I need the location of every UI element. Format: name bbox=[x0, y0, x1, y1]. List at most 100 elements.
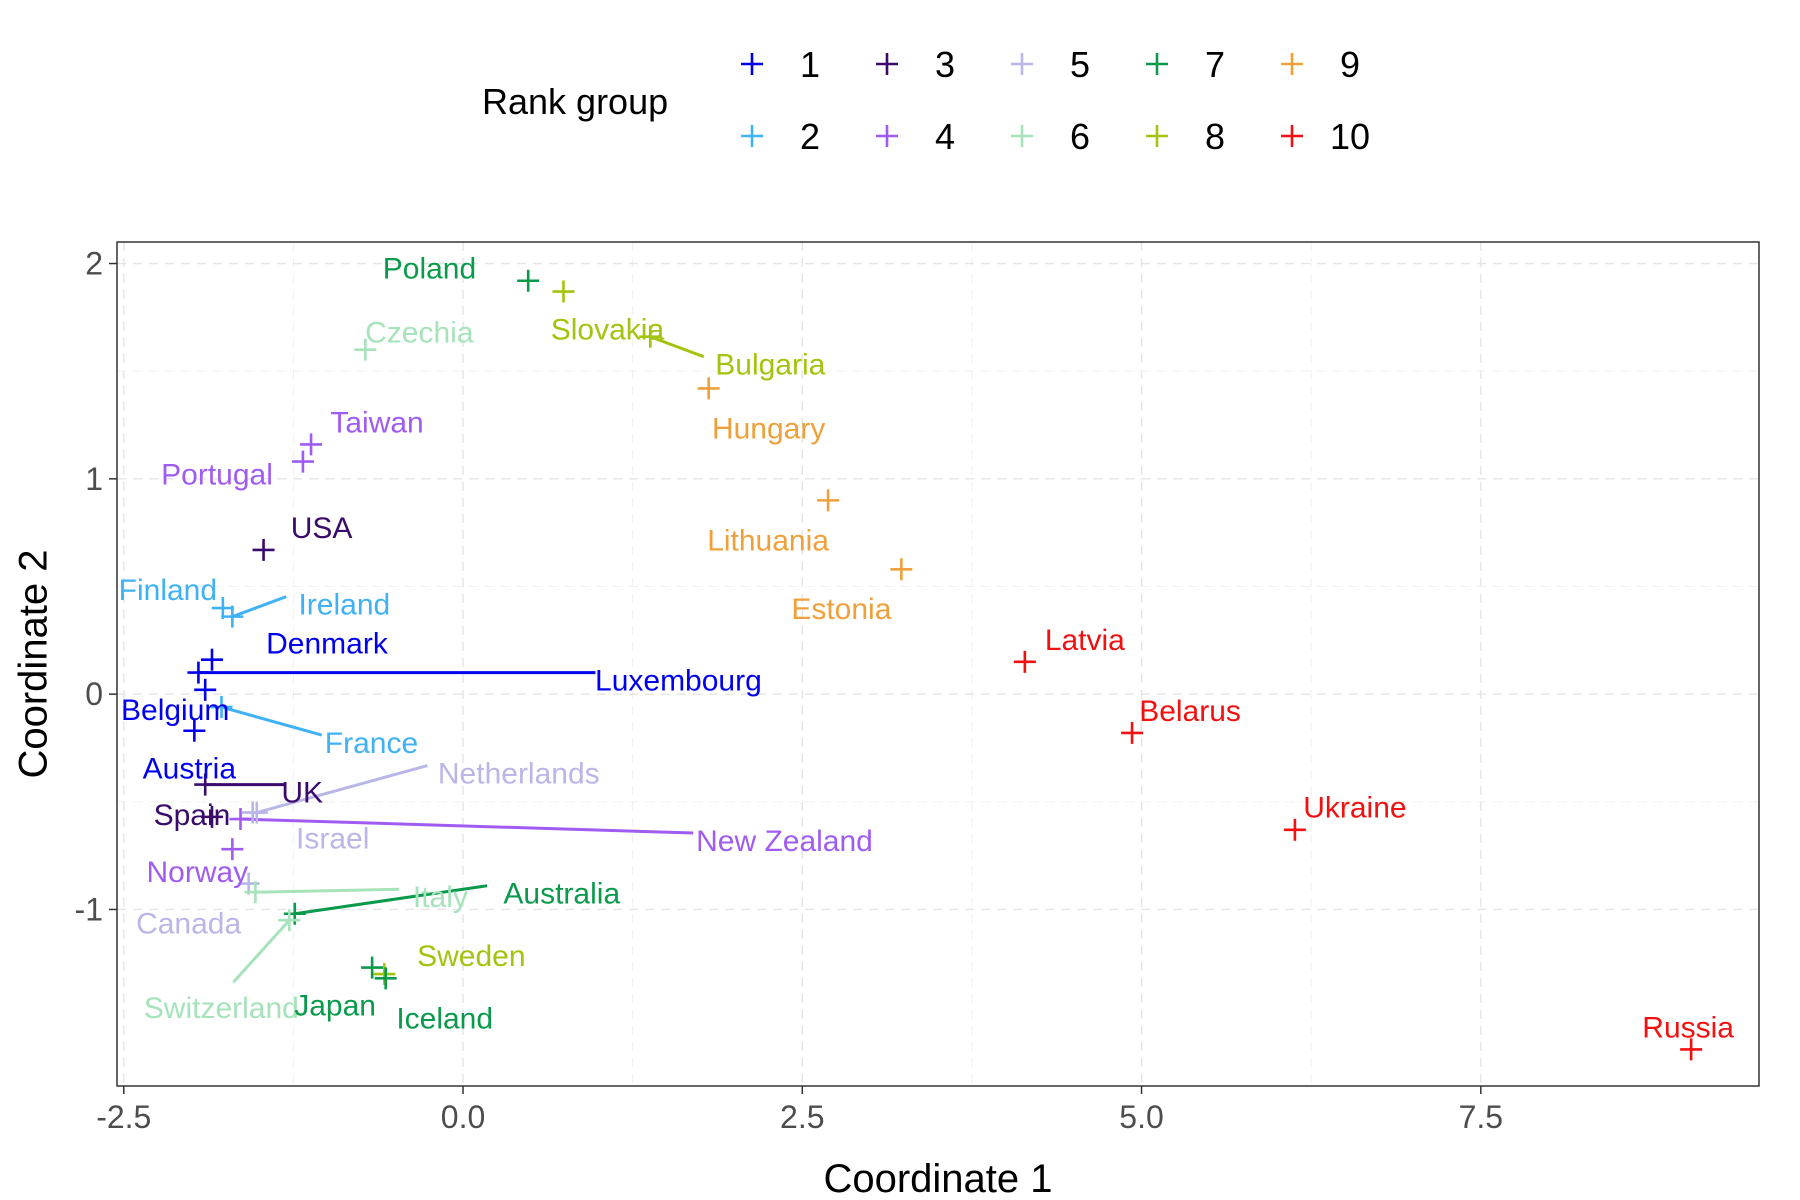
legend-key-1 bbox=[741, 53, 763, 75]
legend-key-5 bbox=[1011, 53, 1033, 75]
legend-label-7: 7 bbox=[1205, 44, 1225, 85]
label-connector-switzerland bbox=[232, 919, 291, 984]
point-uk bbox=[194, 773, 217, 796]
legend-key-6 bbox=[1011, 125, 1033, 147]
x-tick-label: 0.0 bbox=[441, 1099, 485, 1135]
legend-title: Rank group bbox=[482, 81, 668, 122]
legend-key-3 bbox=[876, 53, 898, 75]
label-czechia: Czechia bbox=[365, 317, 474, 350]
point-france bbox=[210, 696, 233, 719]
label-connector-netherlands bbox=[256, 764, 428, 815]
label-poland: Poland bbox=[383, 253, 476, 286]
point-austria bbox=[183, 719, 206, 742]
point-labels: Poland Slovakia Czechia Bulgaria Hungary Taiw… bbox=[119, 253, 1735, 1045]
label-usa: USA bbox=[291, 512, 353, 545]
point-ukraine bbox=[1283, 818, 1306, 841]
label-latvia: Latvia bbox=[1045, 624, 1125, 657]
label-connector-new-zealand bbox=[240, 817, 694, 835]
point-italy bbox=[244, 881, 267, 904]
legend-key-8 bbox=[1146, 125, 1168, 147]
label-norway: Norway bbox=[146, 856, 248, 889]
label-spain: Spain bbox=[154, 799, 231, 832]
point-japan bbox=[361, 956, 384, 979]
x-axis-title: Coordinate 1 bbox=[823, 1157, 1052, 1200]
point-slovakia bbox=[552, 280, 575, 303]
label-taiwan: Taiwan bbox=[330, 406, 423, 439]
label-connector-bulgaria bbox=[649, 335, 705, 359]
label-slovakia: Slovakia bbox=[551, 313, 665, 346]
legend: Rank group 1 2 3 4 5 6 7 8 9 10 bbox=[482, 44, 1370, 157]
point-israel bbox=[241, 801, 264, 824]
point-czechia bbox=[354, 338, 377, 361]
legend-label-5: 5 bbox=[1070, 44, 1090, 85]
label-connector-italy bbox=[255, 887, 399, 894]
point-switzerland bbox=[278, 909, 301, 932]
legend-key-10 bbox=[1281, 125, 1303, 147]
label-italy: Italy bbox=[413, 881, 468, 914]
point-taiwan bbox=[300, 433, 323, 456]
label-france: France bbox=[325, 727, 418, 760]
label-connector-france bbox=[221, 705, 323, 737]
y-tick-label: 1 bbox=[85, 461, 103, 497]
label-portugal: Portugal bbox=[161, 459, 273, 492]
x-tick-label: 7.5 bbox=[1459, 1099, 1503, 1135]
label-israel: Israel bbox=[296, 822, 369, 855]
y-tick-label: -1 bbox=[75, 891, 103, 927]
label-iceland: Iceland bbox=[396, 1002, 493, 1035]
point-spain bbox=[200, 805, 223, 828]
label-denmark: Denmark bbox=[266, 628, 389, 661]
legend-label-9: 9 bbox=[1340, 44, 1360, 85]
point-ireland bbox=[221, 605, 244, 628]
legend-label-10: 10 bbox=[1330, 116, 1370, 157]
label-belarus: Belarus bbox=[1139, 695, 1241, 728]
label-new-zealand: New Zealand bbox=[696, 825, 873, 858]
label-estonia: Estonia bbox=[791, 593, 891, 626]
label-uk: UK bbox=[281, 776, 323, 809]
point-russia bbox=[1680, 1038, 1703, 1061]
point-bulgaria bbox=[639, 325, 662, 348]
point-iceland bbox=[374, 967, 397, 990]
label-hungary: Hungary bbox=[712, 412, 825, 445]
legend-label-4: 4 bbox=[935, 116, 955, 157]
label-belgium: Belgium bbox=[121, 694, 229, 727]
y-axis-ticks: -1 0 1 2 bbox=[75, 246, 117, 927]
point-latvia bbox=[1013, 650, 1036, 673]
label-sweden: Sweden bbox=[417, 940, 525, 973]
label-lithuania: Lithuania bbox=[707, 524, 829, 557]
label-connectors bbox=[198, 335, 705, 984]
y-axis-title: Coordinate 2 bbox=[12, 549, 56, 778]
label-ireland: Ireland bbox=[298, 589, 390, 622]
legend-key-4 bbox=[876, 125, 898, 147]
point-usa bbox=[252, 538, 275, 561]
point-sweden bbox=[373, 963, 396, 986]
legend-entries: 1 2 3 4 5 6 7 8 9 10 bbox=[741, 44, 1370, 157]
label-switzerland: Switzerland bbox=[144, 992, 299, 1025]
label-luxembourg: Luxembourg bbox=[595, 665, 762, 698]
legend-label-8: 8 bbox=[1205, 116, 1225, 157]
label-austria: Austria bbox=[143, 753, 237, 786]
point-estonia bbox=[890, 558, 913, 581]
point-new-zealand bbox=[229, 808, 252, 831]
label-connector-ireland bbox=[231, 595, 287, 619]
point-belgium bbox=[194, 678, 217, 701]
point-portugal bbox=[291, 450, 314, 473]
legend-label-3: 3 bbox=[935, 44, 955, 85]
label-canada: Canada bbox=[136, 908, 241, 941]
legend-key-9 bbox=[1281, 53, 1303, 75]
point-poland bbox=[517, 269, 540, 292]
point-hungary bbox=[697, 377, 720, 400]
x-axis-ticks: -2.5 0.0 2.5 5.0 7.5 bbox=[96, 1086, 1503, 1135]
legend-label-2: 2 bbox=[800, 116, 820, 157]
point-luxembourg bbox=[187, 661, 210, 684]
label-australia: Australia bbox=[503, 878, 620, 911]
x-tick-label: -2.5 bbox=[96, 1099, 151, 1135]
legend-key-7 bbox=[1146, 53, 1168, 75]
point-belarus bbox=[1121, 721, 1144, 744]
y-tick-label: 0 bbox=[85, 676, 103, 712]
legend-label-1: 1 bbox=[800, 44, 820, 85]
label-finland: Finland bbox=[119, 574, 217, 607]
x-tick-label: 2.5 bbox=[780, 1099, 824, 1135]
label-netherlands: Netherlands bbox=[438, 757, 600, 790]
